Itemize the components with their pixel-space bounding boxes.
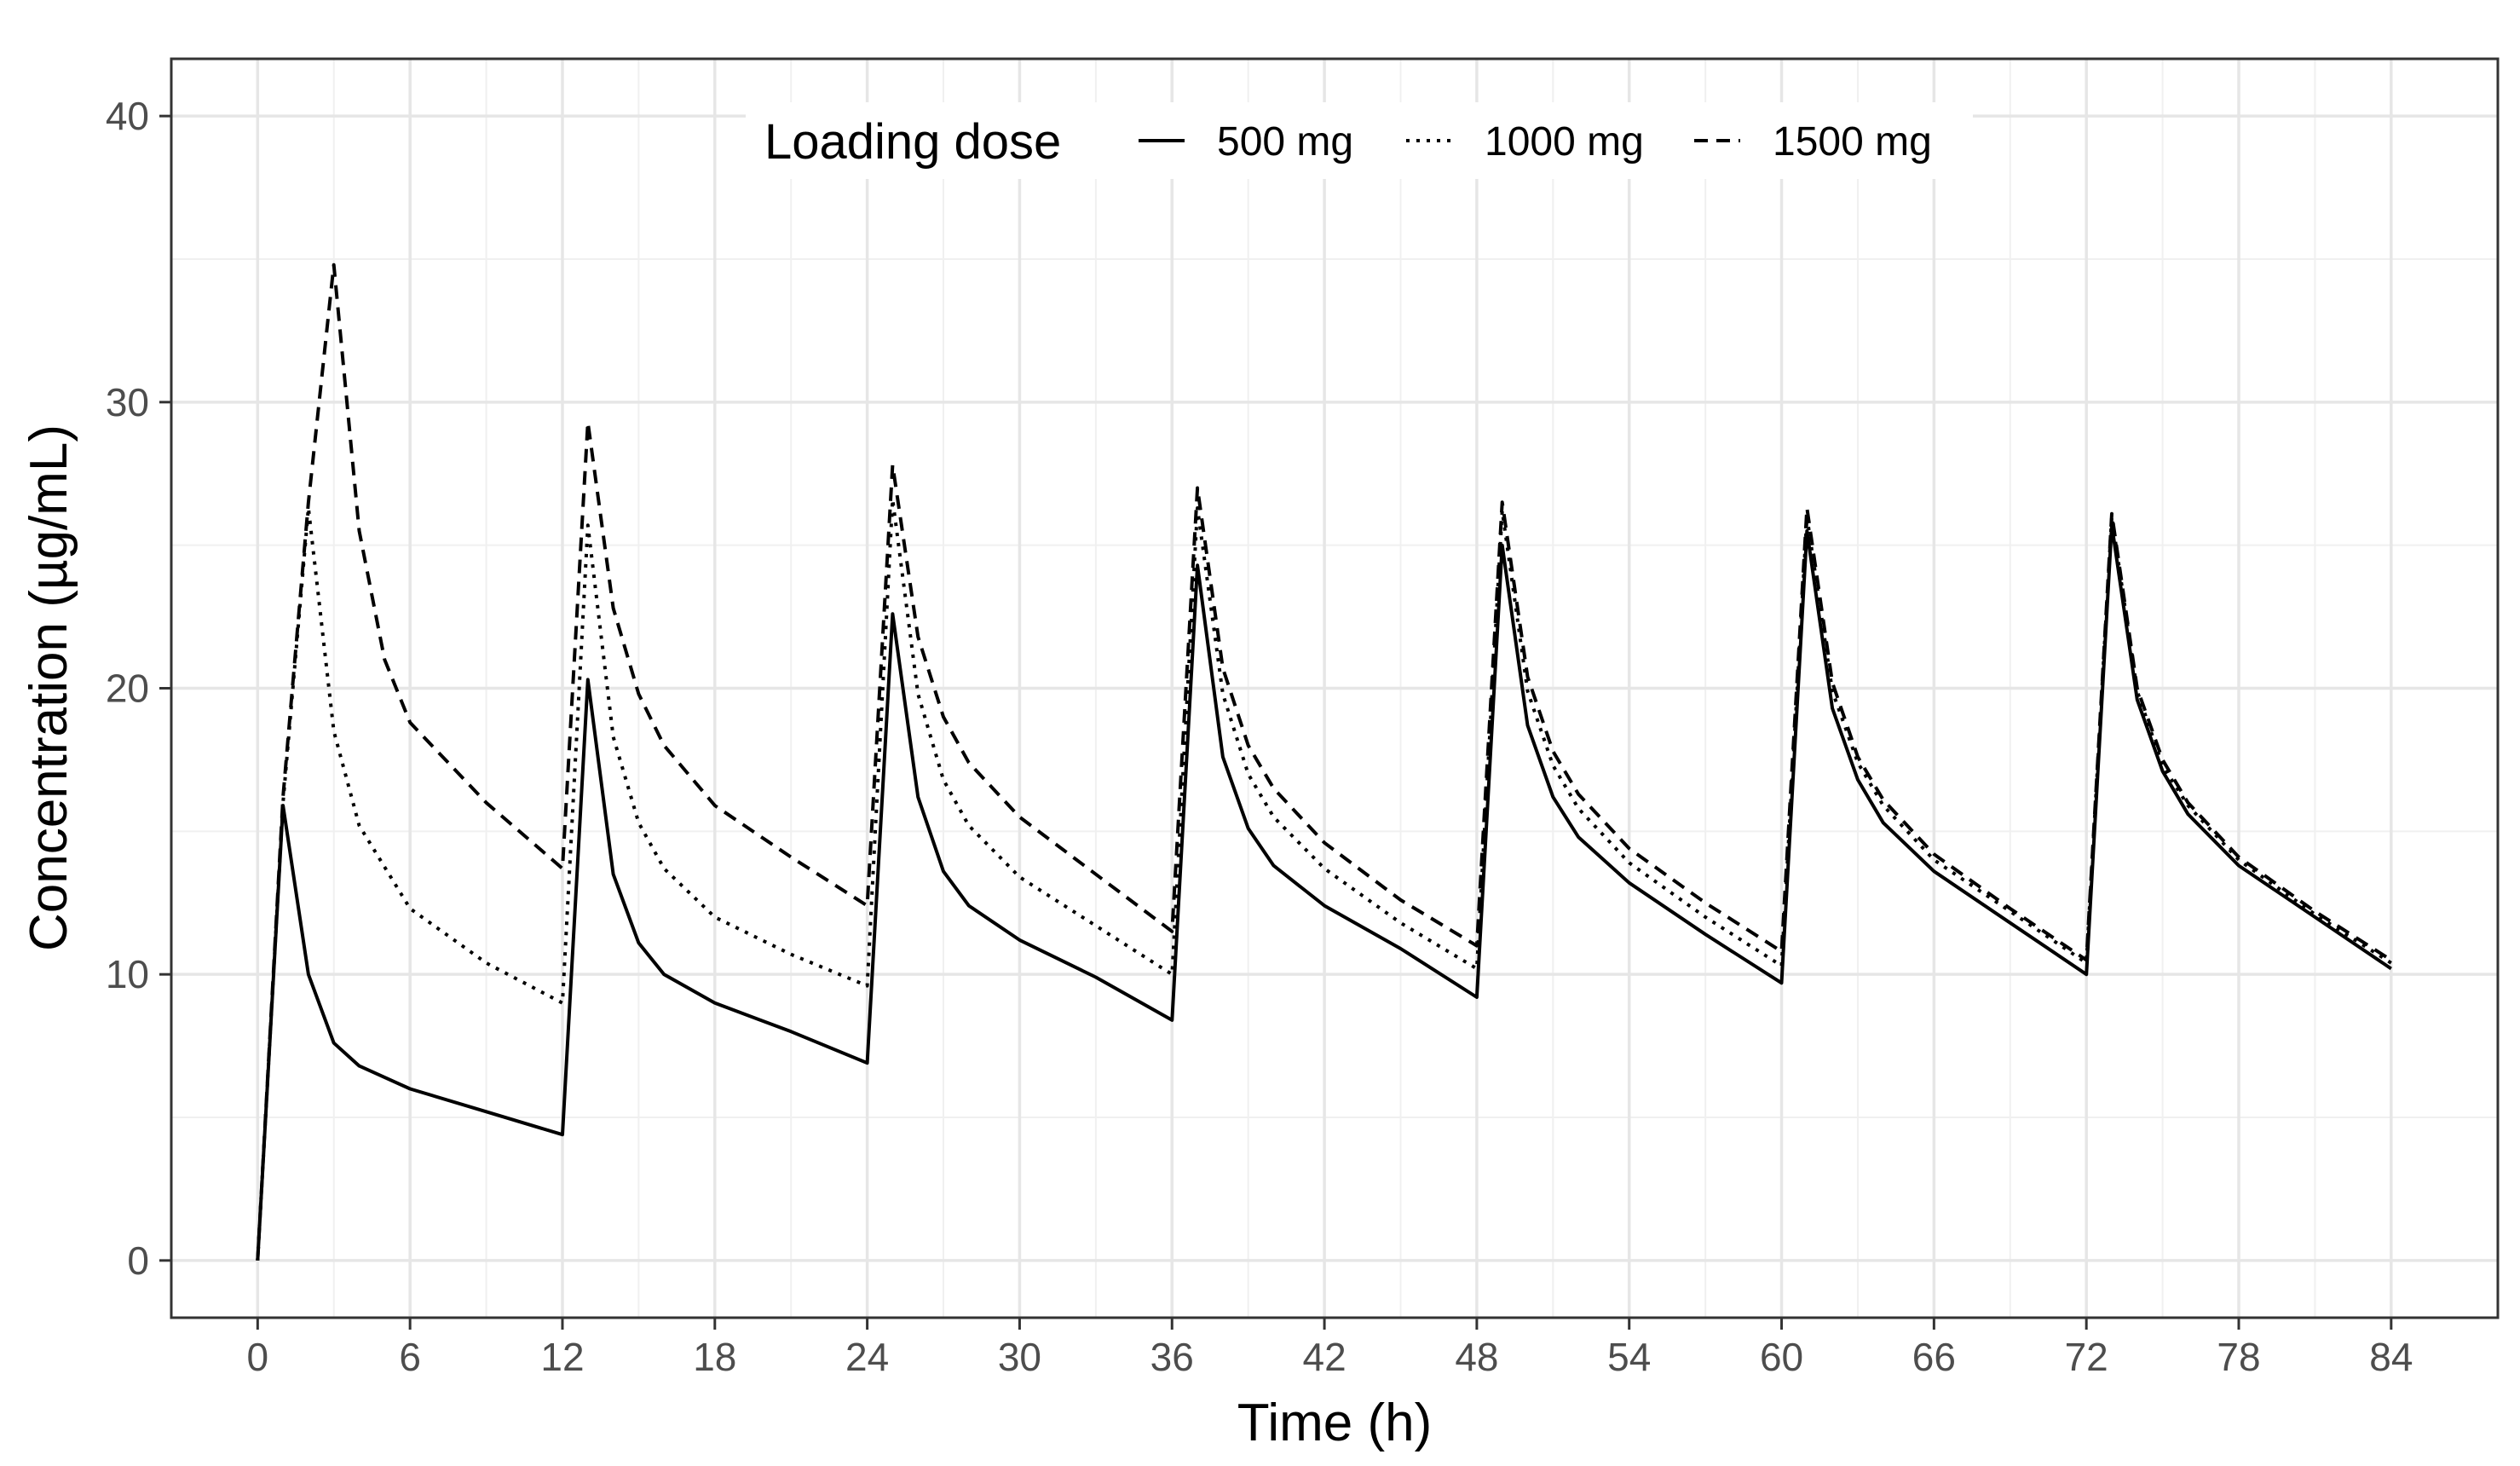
x-tick-label: 66 — [1912, 1335, 1956, 1379]
x-tick-label: 54 — [1607, 1335, 1651, 1379]
x-tick-label: 72 — [2065, 1335, 2108, 1379]
y-tick-label: 10 — [106, 952, 149, 996]
x-tick-label: 18 — [693, 1335, 736, 1379]
y-tick-label: 20 — [106, 667, 149, 711]
series-lines — [256, 263, 2392, 1261]
legend-label-500mg: 500 mg — [1217, 119, 1353, 164]
x-axis: 0 6 12 18 24 30 36 42 48 54 60 66 72 78 84 — [247, 1318, 2413, 1379]
x-axis-title: Time (h) — [1237, 1394, 1432, 1452]
y-axis-title: Concentration (µg/mL) — [20, 424, 78, 951]
x-tick-label: 42 — [1302, 1335, 1346, 1379]
series-line-1000mg — [256, 497, 2392, 1261]
x-tick-label: 6 — [399, 1335, 421, 1379]
y-tick-label: 0 — [127, 1238, 149, 1283]
y-axis: 0 10 20 30 40 — [106, 94, 171, 1283]
major-gridlines — [171, 59, 2498, 1318]
x-tick-label: 84 — [2369, 1335, 2413, 1379]
legend-title: Loading dose — [764, 114, 1061, 170]
series-line-500mg — [256, 523, 2392, 1261]
x-tick-label: 0 — [247, 1335, 269, 1379]
x-tick-label: 30 — [998, 1335, 1041, 1379]
legend: Loading dose 500 mg 1000 mg 1500 mg — [746, 102, 1973, 179]
x-tick-label: 48 — [1455, 1335, 1498, 1379]
series-line-1500mg — [256, 263, 2392, 1261]
x-tick-label: 36 — [1150, 1335, 1194, 1379]
y-tick-label: 40 — [106, 94, 149, 138]
x-tick-label: 78 — [2217, 1335, 2260, 1379]
x-tick-label: 24 — [845, 1335, 889, 1379]
x-tick-label: 60 — [1760, 1335, 1803, 1379]
y-tick-label: 30 — [106, 380, 149, 424]
legend-background — [746, 102, 1973, 179]
legend-label-1000mg: 1000 mg — [1485, 119, 1644, 164]
legend-label-1500mg: 1500 mg — [1773, 119, 1932, 164]
x-tick-label: 12 — [540, 1335, 584, 1379]
